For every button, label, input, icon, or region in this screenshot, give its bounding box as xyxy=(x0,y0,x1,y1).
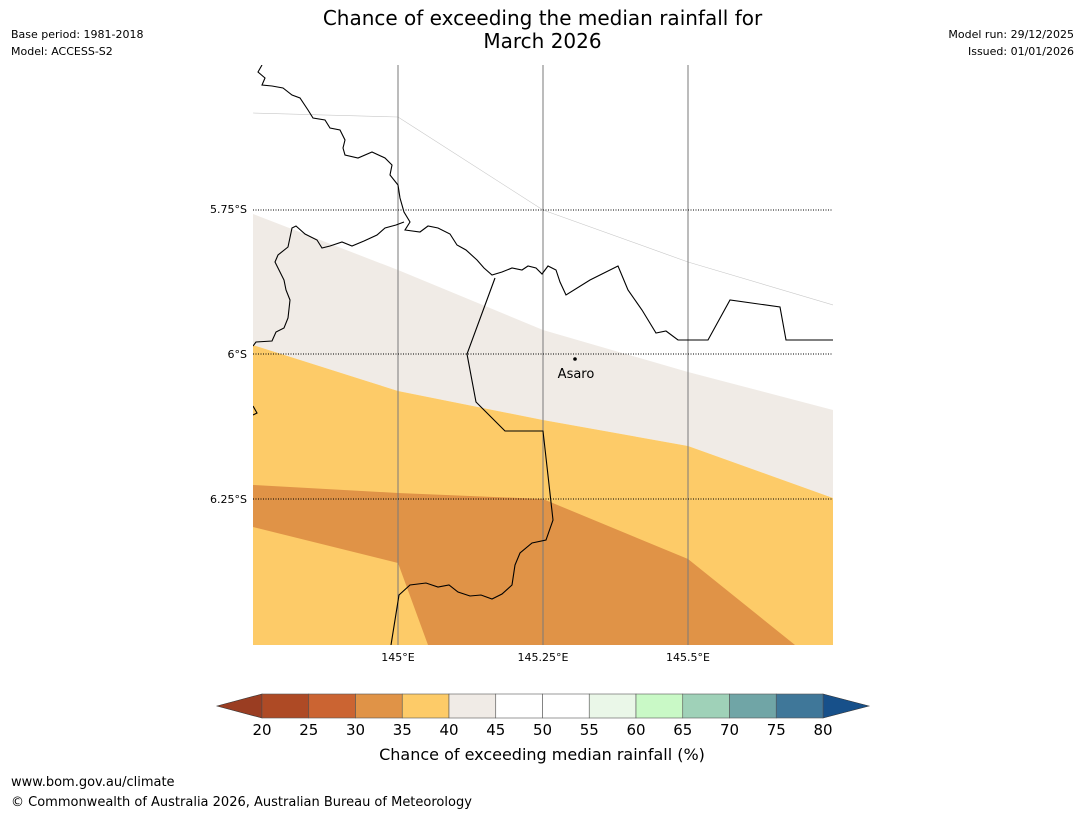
colorbar-segment xyxy=(448,693,497,719)
model-run-text: Model run: 29/12/2025 xyxy=(948,28,1074,41)
colorbar-tick-label: 40 xyxy=(439,721,458,739)
colorbar-segment xyxy=(495,693,543,719)
province-border xyxy=(257,65,833,341)
place-label-asaro: Asaro xyxy=(558,367,595,382)
colorbar-tick-label: 70 xyxy=(720,721,739,739)
base-period-text: Base period: 1981-2018 xyxy=(11,28,144,41)
colorbar-under-arrow xyxy=(215,693,263,719)
colorbar-tick-label: 25 xyxy=(299,721,318,739)
colorbar-tick-label: 60 xyxy=(626,721,645,739)
colorbar-tick-label: 45 xyxy=(486,721,505,739)
map-title-line2: March 2026 xyxy=(483,29,602,53)
lat-label: 6°S xyxy=(228,348,247,361)
footer-copyright: © Commonwealth of Australia 2026, Austra… xyxy=(11,795,472,810)
colorbar-segment xyxy=(682,693,730,719)
colorbar-over-arrow xyxy=(822,693,871,719)
colorbar-segment xyxy=(729,693,777,719)
lon-label: 145°E xyxy=(381,651,414,664)
issued-text: Issued: 01/01/2026 xyxy=(967,45,1074,58)
colorbar-tick-label: 55 xyxy=(580,721,599,739)
meta-right: Model run: 29/12/2025 Issued: 01/01/2026 xyxy=(948,26,1074,60)
lon-label: 145.25°E xyxy=(518,651,569,664)
colorbar-segment xyxy=(542,693,590,719)
colorbar-tick-label: 20 xyxy=(252,721,271,739)
map-title-line1: Chance of exceeding the median rainfall … xyxy=(322,6,763,30)
colorbar: 20 25 30 35 40 45 50 55 60 65 70 75 80 xyxy=(215,693,871,739)
band-30-35 xyxy=(253,485,795,645)
lat-label: 5.75°S xyxy=(210,203,247,216)
footer-url[interactable]: www.bom.gov.au/climate xyxy=(11,775,175,790)
colorbar-segment xyxy=(401,693,450,719)
colorbar-tick-label: 50 xyxy=(533,721,552,739)
lon-label: 145.5°E xyxy=(666,651,710,664)
colorbar-title: Chance of exceeding median rainfall (%) xyxy=(379,745,705,764)
colorbar-tick-label: 30 xyxy=(346,721,365,739)
colorbar-segment xyxy=(355,693,403,719)
province-border xyxy=(390,277,554,645)
meta-left: Base period: 1981-2018 Model: ACCESS-S2 xyxy=(11,26,143,60)
map-area: Asaro xyxy=(253,65,833,645)
coast-fragment xyxy=(253,405,258,416)
asaro-marker xyxy=(573,357,577,361)
colorbar-segment xyxy=(588,693,637,719)
colorbar-tick-label: 65 xyxy=(673,721,692,739)
colorbar-segment xyxy=(261,693,310,719)
colorbar-tick-label: 75 xyxy=(767,721,786,739)
colorbar-segment xyxy=(635,693,684,719)
model-text: Model: ACCESS-S2 xyxy=(11,45,113,58)
map-title: Chance of exceeding the median rainfall … xyxy=(0,7,1085,53)
colorbar-segment xyxy=(308,693,356,719)
colorbar-tick-label: 35 xyxy=(393,721,412,739)
province-border xyxy=(253,221,405,347)
lat-label: 6.25°S xyxy=(210,493,247,506)
colorbar-tick-label: 80 xyxy=(813,721,832,739)
colorbar-segment xyxy=(775,693,824,719)
